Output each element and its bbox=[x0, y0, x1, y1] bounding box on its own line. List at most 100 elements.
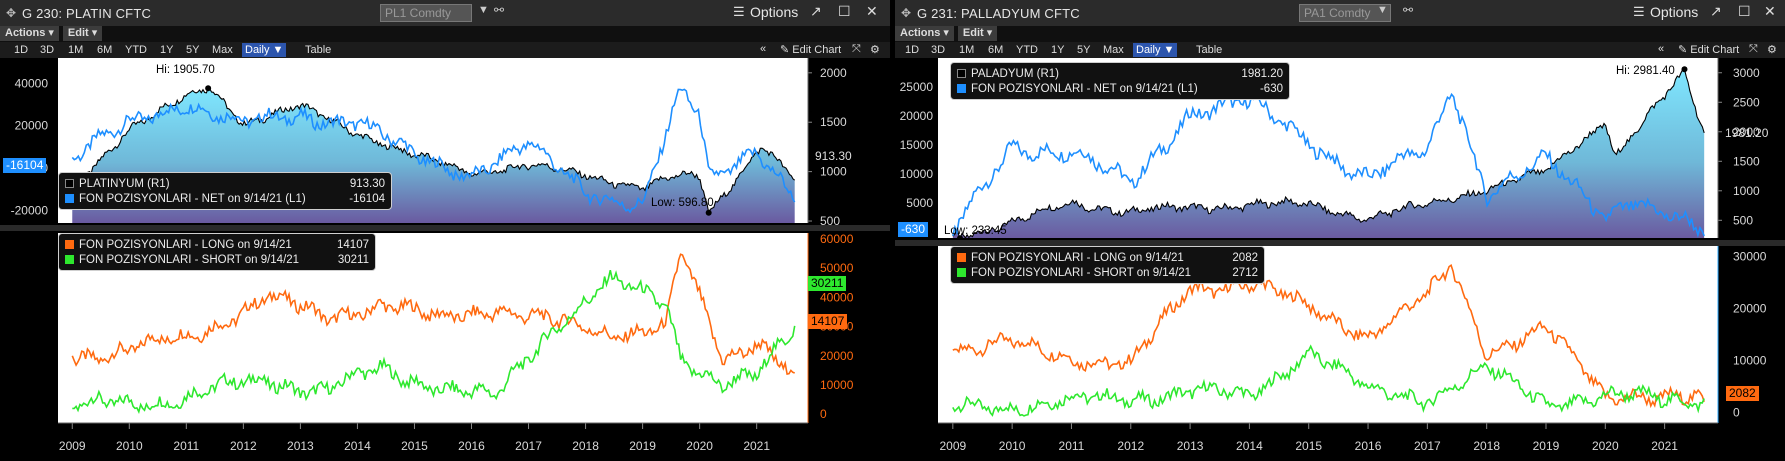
window-title: G 231: PALLADYUM CFTC bbox=[917, 5, 1080, 21]
period-6m[interactable]: 6M bbox=[988, 44, 1004, 56]
long-last-value-tag: 14107 bbox=[808, 314, 848, 329]
period-1y[interactable]: 1Y bbox=[160, 44, 174, 56]
window-title-bar[interactable]: ✥ G 230: PLATIN CFTC PL1 Comdty ▼ ⚯ ☰ Op… bbox=[0, 0, 890, 26]
edit-chart-button[interactable]: ✎ Edit Chart bbox=[1678, 44, 1740, 56]
net-swatch bbox=[65, 194, 74, 203]
short-position-line bbox=[952, 344, 1705, 417]
maximize-icon[interactable]: ☐ bbox=[838, 3, 851, 19]
period-6m[interactable]: 6M bbox=[97, 44, 113, 56]
menu-icon[interactable]: ☰ bbox=[733, 4, 745, 19]
bottom-legend[interactable]: FON POZISYONLARI - LONG on 9/14/21 14107 … bbox=[58, 233, 376, 271]
edit-chart-button[interactable]: ✎ Edit Chart bbox=[780, 44, 842, 56]
actions-menu[interactable]: Actions ▾ bbox=[895, 26, 954, 41]
ticker-dropdown-icon[interactable]: ▼ bbox=[1377, 4, 1388, 16]
price-swatch bbox=[65, 179, 74, 188]
period-1d[interactable]: 1D bbox=[14, 44, 29, 56]
ticker-field[interactable]: PA1 Comdty bbox=[1299, 4, 1391, 22]
x-tick-label: 2012 bbox=[230, 439, 257, 453]
bottom-axis-tick-label: 0 bbox=[820, 407, 827, 421]
popout-icon[interactable]: ↗ bbox=[810, 3, 822, 19]
legend-net-label: FON POZISYONLARI - NET on 9/14/21 (L1) bbox=[971, 82, 1198, 95]
bottom-axis-tick-label: 60000 bbox=[820, 232, 854, 246]
bottom-axis-tick-label: 20000 bbox=[1733, 301, 1767, 315]
link-icon[interactable]: ⚯ bbox=[494, 3, 505, 17]
edit-menu[interactable]: Edit ▾ bbox=[957, 26, 998, 41]
short-position-line bbox=[72, 270, 796, 414]
long-last-value-tag: 2082 bbox=[1726, 386, 1759, 401]
period-ytd[interactable]: YTD bbox=[1016, 44, 1038, 56]
legend-net-label: FON POZISYONLARI - NET on 9/14/21 (L1) bbox=[79, 192, 306, 205]
high-label: Hi: 2981.40 bbox=[1616, 65, 1675, 77]
period-ytd[interactable]: YTD bbox=[125, 44, 147, 56]
options-button[interactable]: Options bbox=[1650, 4, 1699, 20]
bottom-axis-tick-label: 10000 bbox=[1733, 354, 1767, 368]
x-tick-label: 2009 bbox=[939, 439, 966, 453]
menu-icon[interactable]: ☰ bbox=[1633, 4, 1645, 19]
period-5y[interactable]: 5Y bbox=[1077, 44, 1091, 56]
actions-menu[interactable]: Actions ▾ bbox=[0, 26, 59, 41]
frequency-dropdown[interactable]: Daily ▼ bbox=[242, 43, 287, 57]
low-label: Low: 596.80 bbox=[651, 197, 714, 209]
settings-gear-icon[interactable]: ⚙ bbox=[1767, 44, 1777, 56]
zoom-icon[interactable]: ⤧ bbox=[852, 43, 861, 55]
maximize-icon[interactable]: ☐ bbox=[1738, 3, 1751, 19]
table-button[interactable]: Table bbox=[1196, 44, 1223, 56]
period-1m[interactable]: 1M bbox=[959, 44, 975, 56]
action-bar: Actions ▾ Edit ▾ bbox=[895, 26, 1785, 42]
x-tick-label: 2014 bbox=[1236, 439, 1263, 453]
legend-price-label: PALADYUM (R1) bbox=[971, 67, 1059, 80]
x-tick-label: 2010 bbox=[116, 439, 143, 453]
close-icon[interactable]: ✕ bbox=[1764, 3, 1776, 19]
period-max[interactable]: Max bbox=[212, 44, 233, 56]
x-tick-label: 2013 bbox=[287, 439, 314, 453]
collapse-icon[interactable]: « bbox=[1658, 43, 1665, 55]
x-tick-label: 2015 bbox=[1295, 439, 1322, 453]
edit-menu[interactable]: Edit ▾ bbox=[62, 26, 103, 41]
period-1m[interactable]: 1M bbox=[68, 44, 84, 56]
drag-handle-icon[interactable]: ✥ bbox=[5, 6, 17, 20]
link-icon[interactable]: ⚯ bbox=[1403, 3, 1414, 17]
high-marker bbox=[1681, 66, 1688, 73]
top-legend[interactable]: PALADYUM (R1) 1981.20 FON POZISYONLARI - … bbox=[950, 62, 1290, 100]
bottom-axis-tick-label: 20000 bbox=[820, 349, 854, 363]
left-axis-tick-label: 40000 bbox=[15, 76, 49, 90]
pane-divider bbox=[0, 225, 890, 231]
bottom-axis-tick-label: 10000 bbox=[820, 378, 854, 392]
table-button[interactable]: Table bbox=[305, 44, 332, 56]
window-title-bar[interactable]: ✥ G 231: PALLADYUM CFTC PA1 Comdty ▼ ⚯ ☰… bbox=[895, 0, 1785, 26]
window-title: G 230: PLATIN CFTC bbox=[22, 5, 152, 21]
ticker-dropdown-icon[interactable]: ▼ bbox=[478, 4, 489, 16]
platinum-chart-window: ✥ G 230: PLATIN CFTC PL1 Comdty ▼ ⚯ ☰ Op… bbox=[0, 0, 890, 461]
x-tick-label: 2019 bbox=[1533, 439, 1560, 453]
x-tick-label: 2011 bbox=[173, 439, 199, 453]
collapse-icon[interactable]: « bbox=[760, 43, 767, 55]
left-axis-tick-label: 10000 bbox=[900, 167, 934, 181]
legend-net-value: -16104 bbox=[349, 192, 385, 205]
x-tick-label: 2013 bbox=[1177, 439, 1204, 453]
price-swatch bbox=[957, 69, 966, 78]
period-max[interactable]: Max bbox=[1103, 44, 1124, 56]
close-icon[interactable]: ✕ bbox=[866, 3, 878, 19]
bottom-legend[interactable]: FON POZISYONLARI - LONG on 9/14/21 2082 F… bbox=[950, 246, 1265, 284]
top-legend[interactable]: PLATINYUM (R1) 913.30 FON POZISYONLARI - … bbox=[58, 172, 392, 210]
ticker-field[interactable]: PL1 Comdty bbox=[380, 4, 472, 22]
legend-long-label: FON POZISYONLARI - LONG on 9/14/21 bbox=[79, 238, 292, 251]
period-1d[interactable]: 1D bbox=[905, 44, 920, 56]
options-button[interactable]: Options bbox=[750, 4, 799, 20]
period-1y[interactable]: 1Y bbox=[1051, 44, 1065, 56]
x-tick-label: 2010 bbox=[999, 439, 1026, 453]
legend-net-value: -630 bbox=[1259, 82, 1283, 95]
frequency-dropdown[interactable]: Daily ▼ bbox=[1133, 43, 1178, 57]
drag-handle-icon[interactable]: ✥ bbox=[900, 6, 912, 20]
chart-area[interactable]: 2009 2010 2011 2012 2013 2014 2015 2016 2017 2018… bbox=[0, 58, 890, 461]
period-3d[interactable]: 3D bbox=[931, 44, 946, 56]
popout-icon[interactable]: ↗ bbox=[1710, 3, 1722, 19]
x-tick-label: 2019 bbox=[629, 439, 656, 453]
period-5y[interactable]: 5Y bbox=[186, 44, 200, 56]
zoom-icon[interactable]: ⤧ bbox=[1749, 43, 1758, 55]
period-3d[interactable]: 3D bbox=[40, 44, 55, 56]
legend-short-value: 2712 bbox=[1232, 266, 1258, 279]
legend-long-label: FON POZISYONLARI - LONG on 9/14/21 bbox=[971, 251, 1184, 264]
settings-gear-icon[interactable]: ⚙ bbox=[870, 44, 880, 56]
chart-area[interactable]: 2009 2010 2011 2012 2013 2014 2015 2016 2017 2018… bbox=[895, 58, 1785, 461]
